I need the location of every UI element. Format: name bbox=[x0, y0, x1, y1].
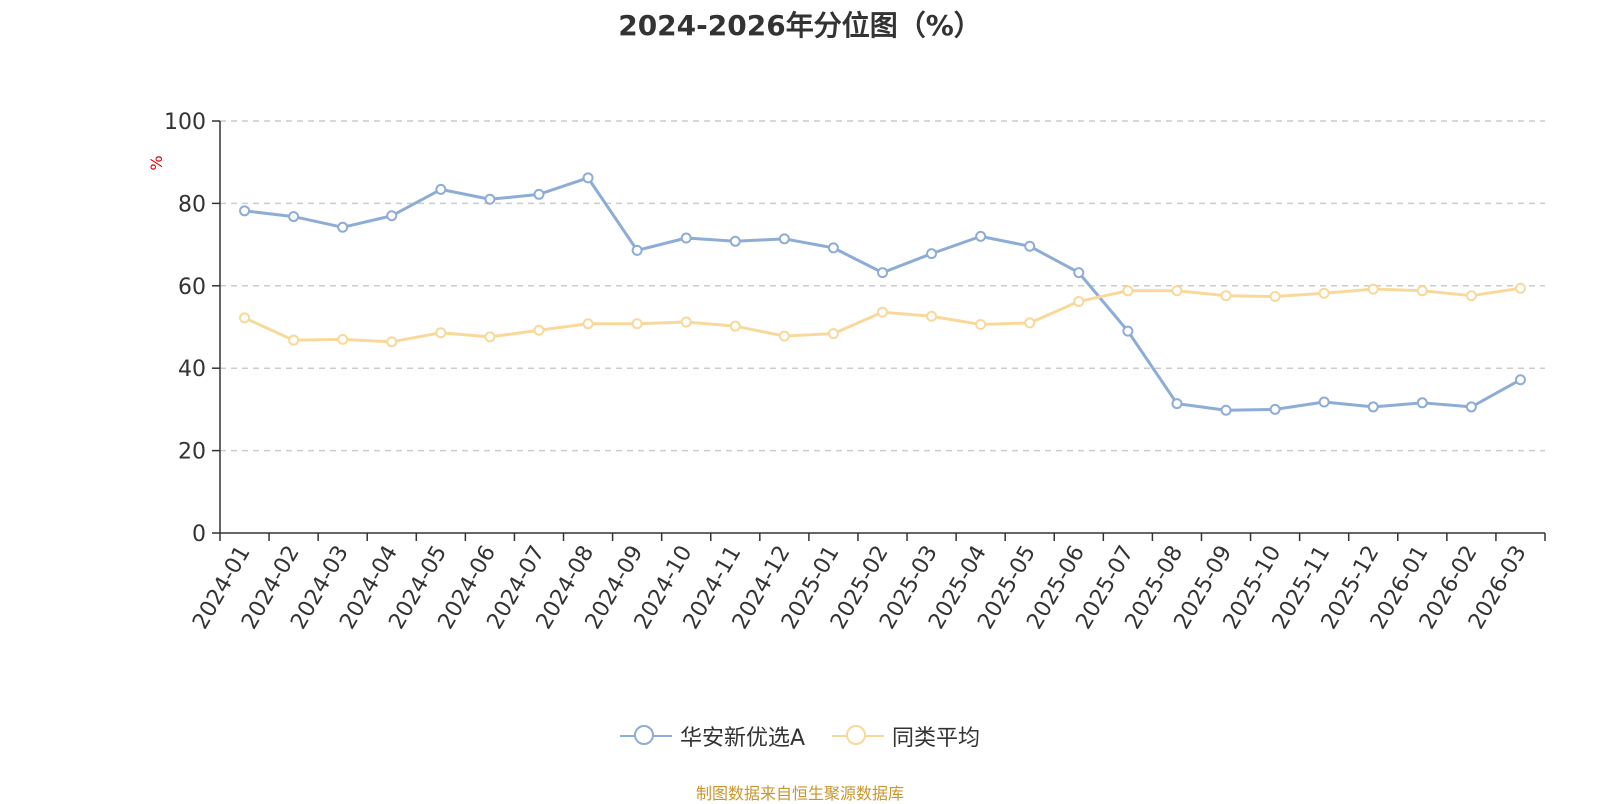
y-tick-label: 40 bbox=[178, 357, 206, 382]
data-point bbox=[926, 248, 938, 260]
y-tick-label: 100 bbox=[164, 110, 206, 135]
data-point bbox=[582, 318, 594, 330]
data-point bbox=[1171, 398, 1183, 410]
data-point bbox=[729, 235, 741, 247]
data-point bbox=[386, 336, 398, 348]
data-point bbox=[975, 319, 987, 331]
legend-item-fund[interactable]: 华安新优选A bbox=[619, 720, 806, 752]
data-point bbox=[680, 316, 692, 328]
y-tick-label: 20 bbox=[178, 440, 206, 465]
chart-title: 2024-2026年分位图（%） bbox=[618, 9, 982, 42]
data-point bbox=[1416, 397, 1428, 409]
data-point bbox=[1514, 282, 1526, 294]
data-point bbox=[1269, 403, 1281, 415]
line-chart: 020406080100%2024-012024-022024-032024-0… bbox=[147, 110, 1546, 634]
legend: 华安新优选A 同类平均 bbox=[0, 720, 1600, 754]
data-point bbox=[288, 334, 300, 346]
series-0 bbox=[239, 172, 1526, 416]
data-point bbox=[1318, 396, 1330, 408]
data-point bbox=[1122, 285, 1134, 297]
data-point bbox=[1220, 404, 1232, 416]
data-point bbox=[877, 267, 888, 279]
data-source-note: 制图数据来自恒生聚源数据库 bbox=[695, 784, 904, 803]
data-point bbox=[435, 183, 447, 195]
data-point bbox=[926, 310, 938, 322]
y-tick-label: 60 bbox=[178, 275, 206, 300]
data-point bbox=[778, 330, 790, 342]
data-point bbox=[337, 221, 349, 233]
data-point bbox=[680, 232, 692, 244]
data-point bbox=[1465, 401, 1477, 413]
data-point bbox=[582, 172, 594, 184]
data-point bbox=[631, 318, 643, 330]
legend-item-peer-average[interactable]: 同类平均 bbox=[832, 720, 980, 752]
data-point bbox=[1024, 240, 1036, 252]
y-tick-label: 80 bbox=[178, 192, 206, 217]
data-point bbox=[729, 320, 741, 332]
data-point bbox=[827, 242, 839, 254]
data-point bbox=[1122, 325, 1134, 337]
data-point bbox=[975, 230, 987, 242]
data-point bbox=[435, 327, 447, 339]
data-point bbox=[1416, 285, 1428, 297]
data-point bbox=[1024, 317, 1036, 329]
legend-swatch-fund bbox=[619, 724, 672, 748]
data-point bbox=[877, 306, 888, 318]
data-point bbox=[1465, 290, 1477, 302]
data-point bbox=[239, 205, 251, 217]
legend-label-peer-average: 同类平均 bbox=[892, 726, 981, 751]
data-point bbox=[1220, 290, 1232, 302]
data-point bbox=[484, 331, 496, 343]
data-point bbox=[1318, 287, 1330, 299]
data-point bbox=[1367, 401, 1379, 413]
data-point bbox=[533, 188, 545, 200]
data-point bbox=[1514, 374, 1526, 386]
data-point bbox=[337, 333, 349, 345]
data-point bbox=[631, 244, 643, 256]
data-point bbox=[1073, 295, 1085, 307]
data-point bbox=[1367, 283, 1379, 295]
data-point bbox=[827, 328, 839, 340]
data-point bbox=[484, 193, 496, 205]
data-point bbox=[239, 312, 251, 324]
data-point bbox=[386, 210, 398, 222]
data-point bbox=[778, 233, 790, 245]
series-1 bbox=[239, 282, 1526, 348]
legend-label-fund: 华安新优选A bbox=[679, 726, 806, 751]
data-point bbox=[1073, 267, 1085, 279]
data-point bbox=[533, 324, 545, 336]
y-tick-label: 0 bbox=[192, 522, 206, 547]
data-point bbox=[1269, 291, 1281, 303]
y-axis-label: % bbox=[147, 155, 166, 170]
data-point bbox=[288, 211, 300, 223]
data-point bbox=[1171, 285, 1183, 297]
legend-swatch-peer-average bbox=[832, 724, 885, 748]
